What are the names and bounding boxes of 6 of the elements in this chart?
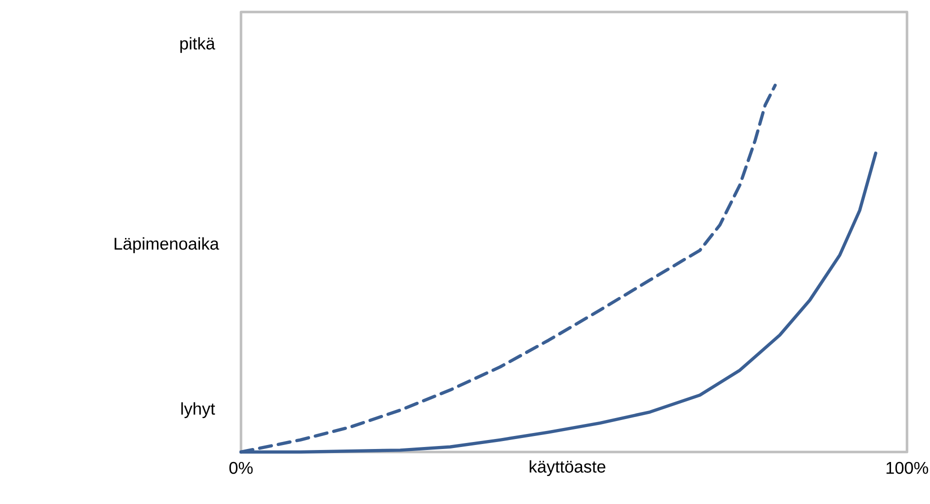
x-tick-label: 100% (886, 462, 928, 474)
y-axis-title: Läpimenoaika (114, 237, 220, 254)
text: pitkä (180, 37, 216, 53)
x-tick-label: 0% (229, 462, 253, 474)
text: lyhyt (181, 402, 216, 418)
x-axis-title: käyttöaste (530, 460, 606, 476)
